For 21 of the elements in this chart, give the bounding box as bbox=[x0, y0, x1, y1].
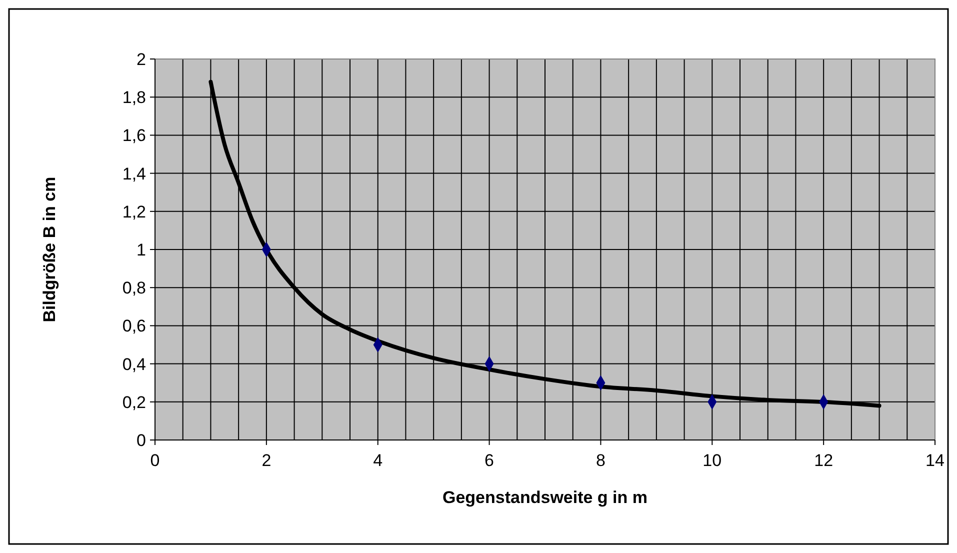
x-tick-label: 2 bbox=[262, 451, 272, 470]
y-tick-label: 1,4 bbox=[122, 164, 146, 184]
x-tick-label: 8 bbox=[596, 451, 606, 470]
y-tick-label: 0,2 bbox=[122, 392, 146, 412]
x-tick-label: 4 bbox=[373, 451, 383, 470]
y-tick-label: 0,4 bbox=[122, 354, 146, 374]
y-tick-label: 1,2 bbox=[122, 202, 146, 222]
x-tick-label: 10 bbox=[702, 451, 722, 470]
y-tick-label: 1 bbox=[136, 240, 146, 260]
x-tick-label: 14 bbox=[926, 451, 944, 470]
x-tick-label: 6 bbox=[484, 451, 494, 470]
y-tick-label: 1,6 bbox=[122, 126, 146, 146]
y-tick-label: 0,6 bbox=[122, 316, 146, 336]
x-tick-label: 0 bbox=[150, 451, 160, 470]
y-axis-title: Bildgröße B in cm bbox=[40, 176, 59, 322]
x-axis-title: Gegenstandsweite g in m bbox=[442, 488, 648, 507]
y-tick-label: 1,8 bbox=[122, 88, 146, 108]
y-tick-label: 0 bbox=[136, 431, 146, 450]
y-tick-label: 2 bbox=[136, 50, 146, 69]
y-tick-label: 0,8 bbox=[122, 278, 146, 298]
x-tick-label: 12 bbox=[814, 451, 834, 470]
